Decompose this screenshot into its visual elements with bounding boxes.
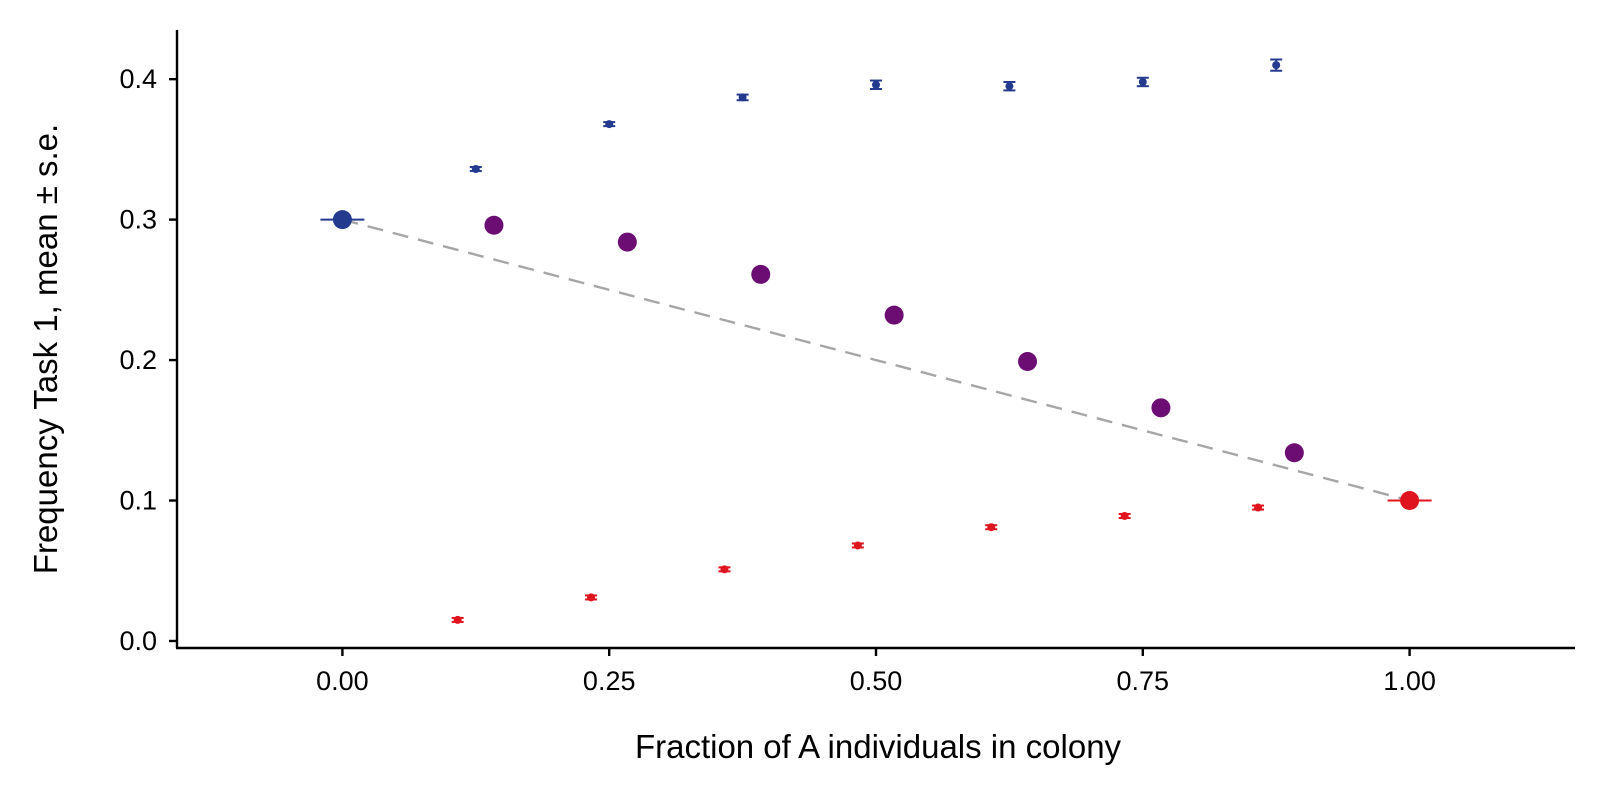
data-point xyxy=(751,264,771,284)
data-point xyxy=(1272,61,1281,70)
data-point xyxy=(1120,511,1129,520)
data-marks xyxy=(320,58,1432,624)
data-point xyxy=(720,565,729,574)
data-point xyxy=(884,305,904,325)
data-point xyxy=(1005,82,1014,91)
data-point xyxy=(605,120,614,129)
x-axis-title: Fraction of A individuals in colony xyxy=(635,728,1122,765)
y-tick-label: 0.0 xyxy=(119,626,157,656)
data-point xyxy=(1151,398,1171,418)
y-tick-label: 0.4 xyxy=(119,64,157,94)
data-point xyxy=(853,541,862,550)
y-tick-label: 0.1 xyxy=(119,486,157,516)
data-point xyxy=(872,80,880,89)
x-tick-label: 0.50 xyxy=(850,666,903,696)
data-point xyxy=(471,165,480,174)
x-tick-label: 0.75 xyxy=(1117,666,1170,696)
data-point xyxy=(617,232,637,252)
data-point xyxy=(987,523,996,532)
data-point xyxy=(484,215,504,235)
data-point xyxy=(587,593,596,602)
y-axis-ticks: 0.0 0.1 0.2 0.3 0.4 xyxy=(119,64,177,656)
data-point xyxy=(453,615,462,624)
data-point xyxy=(1284,443,1304,463)
reference-dashed-line xyxy=(342,218,1410,502)
y-tick-label: 0.3 xyxy=(119,205,157,235)
data-point xyxy=(1018,351,1038,371)
x-axis-ticks: 0.00 0.25 0.50 0.75 1.00 xyxy=(316,648,1436,696)
data-point xyxy=(1400,491,1420,511)
data-point xyxy=(1138,77,1147,86)
y-axis-title: Frequency Task 1, mean ± s.e. xyxy=(27,124,64,574)
data-point xyxy=(332,210,352,230)
y-tick-label: 0.2 xyxy=(119,345,157,375)
data-point xyxy=(1254,503,1263,512)
data-point xyxy=(738,93,747,102)
x-tick-label: 0.25 xyxy=(583,666,636,696)
plot-area xyxy=(320,58,1432,624)
x-tick-label: 1.00 xyxy=(1383,666,1436,696)
x-tick-label: 0.00 xyxy=(316,666,369,696)
